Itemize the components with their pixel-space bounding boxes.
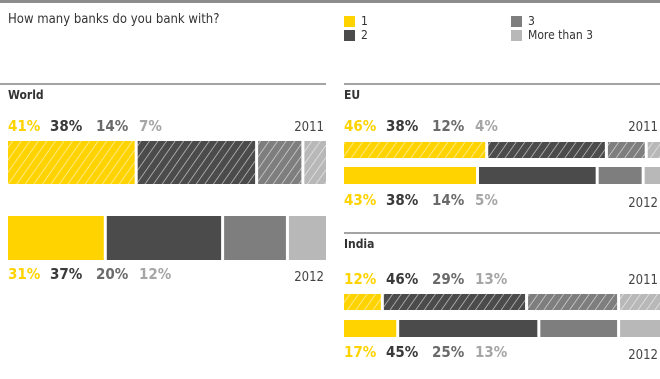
- legend-label-more-than-3: More than 3: [528, 28, 593, 42]
- bar-eu-2012-more-than-3: [644, 167, 660, 184]
- bar-world-2011-3-hatch: [258, 141, 302, 184]
- label-india-2011-3: 29%: [432, 270, 465, 288]
- label-eu-2011-2: 38%: [386, 117, 419, 135]
- label-world-2011-more-than-3: 7%: [139, 117, 162, 135]
- label-eu-2012-more-than-3: 5%: [475, 191, 498, 209]
- label-eu-2012-1: 43%: [344, 191, 377, 209]
- chart-question-title: How many banks do you bank with?: [8, 12, 220, 27]
- legend-col-1: 1 2: [344, 14, 368, 42]
- label-world-2011-1: 41%: [8, 117, 41, 135]
- label-india-2012-1: 17%: [344, 343, 377, 361]
- bar-eu-2012-2: [479, 167, 596, 184]
- year-label-india-2012: 2012: [628, 348, 658, 363]
- bar-india-2011-2-hatch: [383, 294, 526, 310]
- panel-title-world: World: [8, 88, 44, 102]
- bar-india-2011-more-than-3-hatch: [620, 294, 660, 310]
- legend-item-1: 1: [344, 14, 368, 28]
- legend-swatch-1: [344, 15, 355, 27]
- bar-eu-2012-3: [598, 167, 642, 184]
- label-india-2012-3: 25%: [432, 343, 465, 361]
- bar-eu-2011-1-hatch: [344, 142, 486, 158]
- bar-india-2012-3: [540, 320, 618, 337]
- label-india-2012-2: 45%: [386, 343, 419, 361]
- legend-item-more-than-3: More than 3: [511, 28, 593, 42]
- bar-world-2012-1: [8, 216, 104, 260]
- label-india-2011-2: 46%: [386, 270, 419, 288]
- panel-title-india: India: [344, 237, 374, 251]
- bar-india-2012-2: [399, 320, 538, 337]
- year-label-eu-2011: 2011: [628, 120, 658, 135]
- label-eu-2011-more-than-3: 4%: [475, 117, 498, 135]
- bar-india-2011-1-hatch: [344, 294, 381, 310]
- label-india-2012-more-than-3: 13%: [475, 343, 508, 361]
- label-india-2011-1: 12%: [344, 270, 377, 288]
- bar-eu-2011-2-hatch: [488, 142, 605, 158]
- label-world-2011-3: 14%: [96, 117, 129, 135]
- label-world-2012-more-than-3: 12%: [139, 265, 172, 283]
- bar-india-2012-more-than-3: [620, 320, 660, 337]
- bar-world-2011-2-hatch: [137, 141, 256, 184]
- bar-world-2012-2: [106, 216, 222, 260]
- bar-eu-2012-1: [344, 167, 477, 184]
- label-world-2011-2: 38%: [50, 117, 83, 135]
- legend-item-2: 2: [344, 28, 368, 42]
- bar-world-2011-1-hatch: [8, 141, 135, 184]
- top-rule: [0, 0, 660, 3]
- year-label-world-2011: 2011: [294, 120, 324, 135]
- bar-india-2011-3-hatch: [528, 294, 618, 310]
- label-eu-2011-1: 46%: [344, 117, 377, 135]
- bar-world-2011-more-than-3-hatch: [304, 141, 326, 184]
- bar-eu-2011-more-than-3-hatch: [647, 142, 660, 158]
- legend-swatch-2: [344, 29, 355, 41]
- label-world-2012-1: 31%: [8, 265, 41, 283]
- label-world-2012-2: 37%: [50, 265, 83, 283]
- label-eu-2012-2: 38%: [386, 191, 419, 209]
- year-label-world-2012: 2012: [294, 270, 324, 285]
- legend-swatch-more-than-3: [511, 29, 522, 41]
- legend-label-3: 3: [528, 14, 535, 28]
- year-label-eu-2012: 2012: [628, 196, 658, 211]
- label-world-2012-3: 20%: [96, 265, 129, 283]
- panel-title-eu: EU: [344, 88, 360, 102]
- bar-world-2012-3: [224, 216, 286, 260]
- bar-india-2012-1: [344, 320, 397, 337]
- legend-label-1: 1: [361, 14, 368, 28]
- bar-world-2012-more-than-3: [288, 216, 326, 260]
- year-label-india-2011: 2011: [628, 273, 658, 288]
- bar-eu-2011-3-hatch: [607, 142, 645, 158]
- label-india-2011-more-than-3: 13%: [475, 270, 508, 288]
- legend-col-2: 3 More than 3: [511, 14, 593, 42]
- label-eu-2012-3: 14%: [432, 191, 465, 209]
- legend-label-2: 2: [361, 28, 368, 42]
- label-eu-2011-3: 12%: [432, 117, 465, 135]
- legend-swatch-3: [511, 15, 522, 27]
- legend-item-3: 3: [511, 14, 593, 28]
